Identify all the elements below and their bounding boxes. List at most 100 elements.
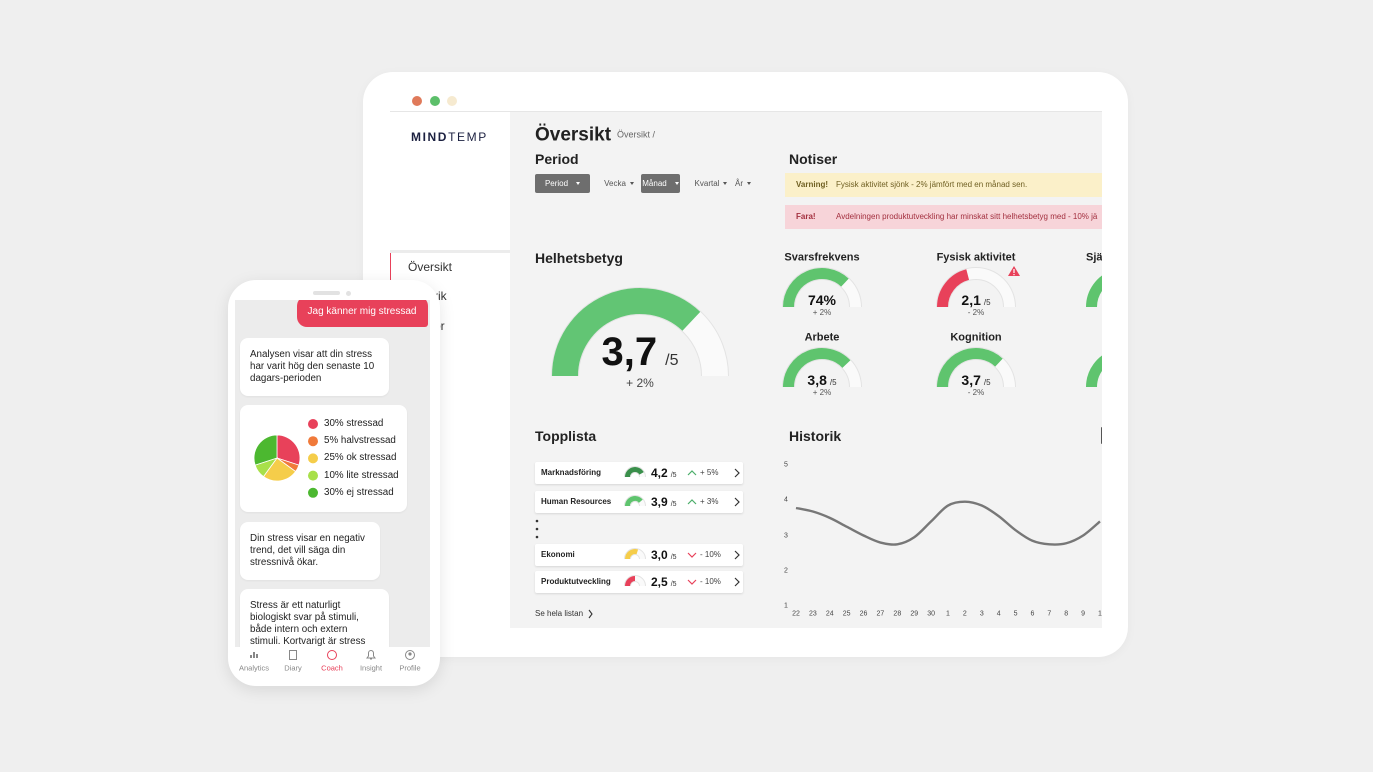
caret-icon xyxy=(629,182,634,185)
gauge-fill xyxy=(625,467,644,478)
legend-label: 30% stressad xyxy=(324,418,384,430)
gauge-fill-partial xyxy=(1086,355,1102,388)
x-tick-label: 28 xyxy=(893,610,902,618)
score-scale: /5 xyxy=(670,472,677,479)
x-tick-label: 9 xyxy=(1081,610,1086,618)
x-tick-label: 7 xyxy=(1047,610,1052,618)
bot-bubble: Din stress visar en negativ trend, det v… xyxy=(240,522,380,580)
ranking-change: - 10% xyxy=(700,550,721,559)
ranking-score: 4,2/5 xyxy=(651,467,677,479)
period-button[interactable]: Period xyxy=(535,174,590,193)
active-nav-marker xyxy=(390,253,391,282)
metric-score: 2,1/5 xyxy=(961,293,990,307)
score-value: 4,2 xyxy=(651,466,668,480)
y-tick-label: 1 xyxy=(784,602,788,610)
x-tick-label: 30 xyxy=(927,610,936,618)
gauge-fill-partial xyxy=(1086,275,1102,308)
x-tick-label: 1 xyxy=(1098,610,1102,618)
pie-slice xyxy=(253,434,278,466)
pie-slice xyxy=(276,434,301,466)
tab-label[interactable]: Profile xyxy=(399,663,421,673)
score-scale: /5 xyxy=(670,501,677,508)
period-button-label: Månad xyxy=(642,179,667,188)
ranking-name: Produktutveckling xyxy=(541,577,611,586)
tab-icon xyxy=(327,650,337,660)
score-value: 3,7 xyxy=(601,330,658,374)
tab-label[interactable]: Coach xyxy=(321,663,343,673)
ellipsis-dot xyxy=(535,535,539,539)
legend-label: 5% halvstressad xyxy=(324,435,396,447)
x-tick-label: 23 xyxy=(808,610,817,618)
gauge-fill xyxy=(625,576,636,587)
sidebar-divider xyxy=(390,250,510,253)
tab-icon xyxy=(405,650,415,660)
legend-label: 10% lite stressad xyxy=(324,469,399,481)
metric-title: Svarsfrekvens xyxy=(784,251,860,264)
metric-score: 3,8/5 xyxy=(807,373,836,387)
logo: MINDTEMP xyxy=(411,131,488,143)
score-value: 74% xyxy=(807,292,837,308)
metric-change: - 2% xyxy=(967,388,985,397)
row-chevron xyxy=(734,577,740,587)
gauge-fill xyxy=(783,348,851,388)
x-tick-label: 1 xyxy=(946,610,950,618)
period-button[interactable]: Kvartal xyxy=(692,174,730,193)
metric-title: Arbete xyxy=(804,331,840,344)
period-button-label: Period xyxy=(544,179,569,188)
score-value: 3,8 xyxy=(807,372,827,388)
x-tick-label: 2 xyxy=(962,610,967,618)
ranking-score: 2,5/5 xyxy=(651,576,677,588)
user-message: Jag känner mig stressad xyxy=(307,306,417,317)
score-value: 3,0 xyxy=(651,548,668,562)
period-button[interactable]: Vecka xyxy=(602,174,636,193)
title-bar xyxy=(390,92,1102,112)
tab-label[interactable]: Diary xyxy=(284,663,302,673)
caret-icon xyxy=(723,182,728,185)
see-all-link[interactable]: Se hela listan xyxy=(535,609,584,618)
tab-icon xyxy=(289,650,297,660)
x-tick-label: 4 xyxy=(996,610,1001,618)
ellipsis-dot xyxy=(535,527,539,531)
score-value: 3,9 xyxy=(651,495,668,509)
notice-text: Avdelningen produktutveckling har minska… xyxy=(836,212,1098,221)
x-tick-label: 26 xyxy=(859,610,868,618)
legend-dot xyxy=(308,453,318,464)
link-chevron xyxy=(588,609,593,619)
score-value: 2,5 xyxy=(651,575,668,589)
tab-label[interactable]: Analytics xyxy=(238,663,270,673)
tab-icon xyxy=(256,654,258,658)
legend-dot xyxy=(308,436,318,447)
period-button[interactable]: År xyxy=(732,174,754,193)
section-title: Topplista xyxy=(535,428,597,444)
history-button xyxy=(1101,427,1102,444)
notice-text: Fysisk aktivitet sjönk - 2% jämfört med … xyxy=(836,180,1028,189)
alert-icon-mark xyxy=(1013,269,1015,273)
metric-title: Kognition xyxy=(950,331,1002,344)
tab-label[interactable]: Insight xyxy=(359,663,383,673)
metric-change: + 2% xyxy=(812,308,832,317)
period-button[interactable]: Månad xyxy=(641,174,680,193)
nav-item: Översikt xyxy=(408,260,453,274)
ranking-change: - 10% xyxy=(700,577,721,586)
phone-camera xyxy=(346,291,351,296)
score-value: 2,1 xyxy=(961,292,981,308)
gauge-fill xyxy=(552,288,701,377)
x-tick-label: 24 xyxy=(825,610,834,618)
history-line xyxy=(795,500,1101,546)
x-tick-label: 25 xyxy=(842,610,851,618)
score-value: 3,7 xyxy=(961,372,981,388)
ranking-change: + 5% xyxy=(700,468,719,477)
score-scale: /5 xyxy=(829,378,837,387)
gauge-fill xyxy=(937,348,1003,388)
ranking-name: Human Resources xyxy=(541,497,612,506)
logo-light: TEMP xyxy=(448,130,488,144)
metric-score: 3,7/5 xyxy=(961,373,990,387)
trend-arrow xyxy=(687,552,697,558)
section-title: Notiser xyxy=(789,151,838,167)
ranking-score: 3,9/5 xyxy=(651,496,677,508)
